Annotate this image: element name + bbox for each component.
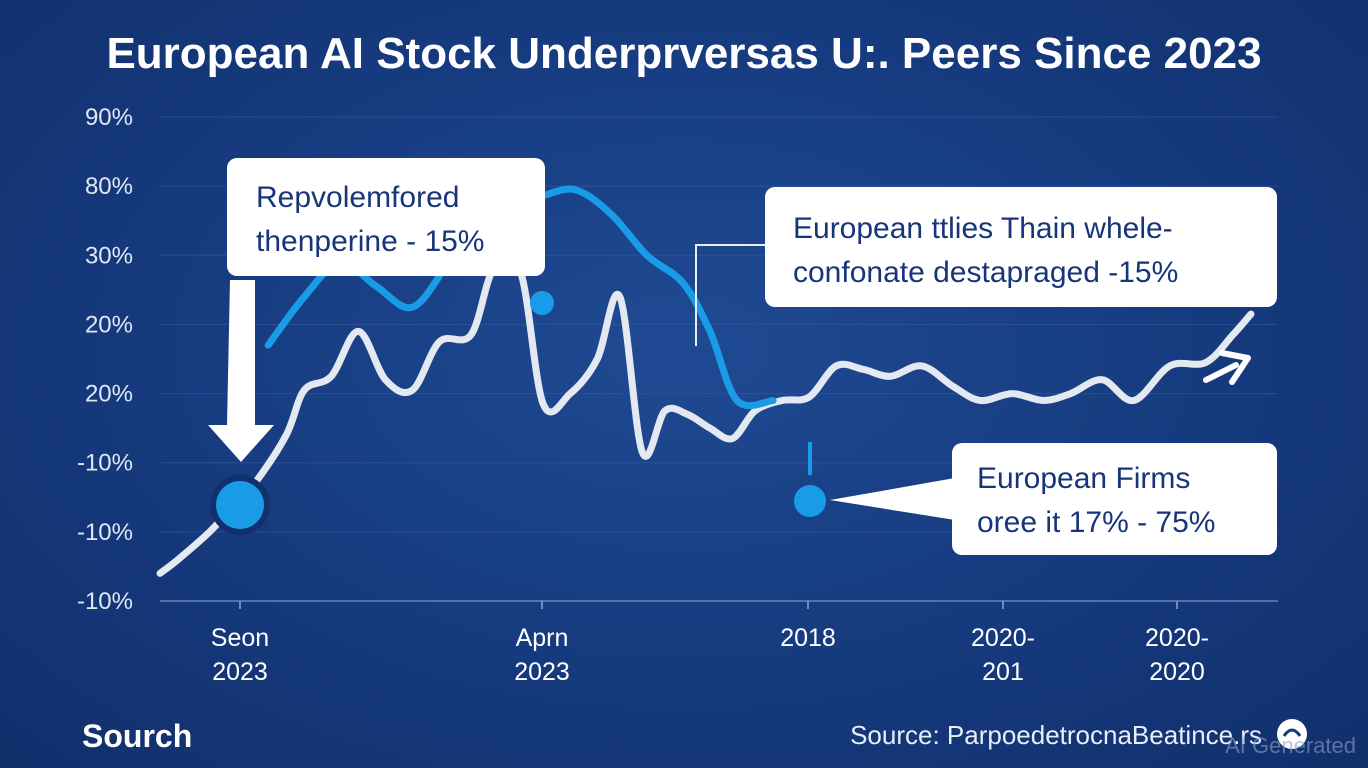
x-tick-label: 2020 [1149, 658, 1205, 686]
callout-2: European ttlies Thain whele- confonate d… [765, 187, 1277, 307]
x-tick-label: Aprn [516, 624, 569, 652]
low-marker [794, 485, 826, 517]
y-tick-label: -10% [77, 450, 133, 477]
callout-1-line-1: Repvolemfored [256, 181, 459, 214]
callout-1-box [227, 158, 545, 276]
x-tick-label: 2023 [514, 658, 570, 686]
source-right: Source: ParpoedetrocnaBeatince.rs [850, 720, 1262, 750]
x-tick-label: 201 [982, 658, 1024, 686]
y-tick-label: 30% [85, 242, 133, 269]
callout-2-line-2: confonate destapraged -15% [793, 256, 1178, 289]
down-arrow-icon [208, 280, 274, 462]
y-tick-label: -10% [77, 519, 133, 546]
annotation-marks [208, 244, 1251, 535]
y-tick-label: 20% [85, 381, 133, 408]
pointer-wedge-3 [830, 478, 955, 520]
chart-title: European AI Stock Underprversas U:. Peer… [106, 29, 1261, 78]
y-tick-label: -10% [77, 588, 133, 615]
watermark: AI Generated [1225, 733, 1356, 758]
pointer-line-2 [695, 244, 770, 346]
x-tick-label: 2018 [780, 624, 836, 652]
start-marker-dot [216, 481, 264, 529]
callout-2-line-1: European ttlies Thain whele- [793, 212, 1173, 245]
series-line-european [156, 255, 1255, 577]
y-tick-label: 20% [85, 311, 133, 338]
callout-2-box [765, 187, 1277, 307]
y-axis-ticks: 90% 80% 30% 20% 20% -10% -10% -10% [77, 104, 133, 615]
y-tick-label: 90% [85, 104, 133, 131]
callout-3-line-1: European Firms [977, 462, 1190, 495]
callout-3: European Firms oree it 17% - 75% [952, 443, 1277, 555]
x-tick-label: Seon [211, 624, 269, 652]
y-tick-label: 80% [85, 173, 133, 200]
x-tick-label: 2020- [1145, 624, 1209, 652]
logo-icon [1277, 719, 1307, 749]
callout-3-line-2: oree it 17% - 75% [977, 506, 1215, 539]
x-tick-label: 2020- [971, 624, 1035, 652]
x-tick-label: 2023 [212, 658, 268, 686]
source-left: Sourch [82, 718, 192, 754]
trend-arrow-icon [1203, 350, 1251, 385]
callout-1: Repvolemfored thenperine - 15% [227, 158, 545, 276]
callout-3-box [952, 443, 1277, 555]
x-axis-ticks: Seon 2023 Aprn 2023 2018 2020- 201 2020- 2020 [211, 601, 1209, 686]
callout-1-line-2: thenperine - 15% [256, 225, 485, 258]
peak-marker [530, 291, 554, 315]
